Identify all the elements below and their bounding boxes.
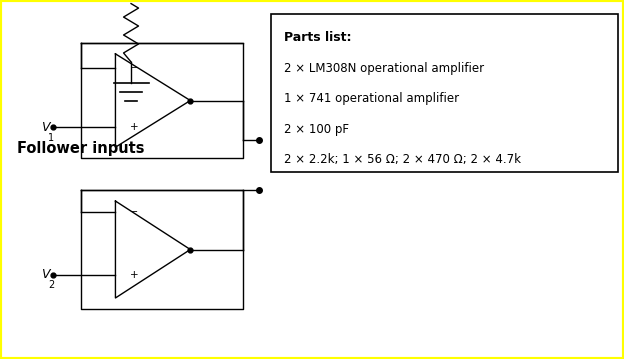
Text: 2 × 2.2k; 1 × 56 Ω; 2 × 470 Ω; 2 × 4.7k: 2 × 2.2k; 1 × 56 Ω; 2 × 470 Ω; 2 × 4.7k	[284, 153, 521, 166]
Text: −: −	[130, 207, 139, 217]
Text: V: V	[41, 121, 50, 134]
Text: Follower inputs: Follower inputs	[17, 141, 145, 157]
Text: −: −	[130, 63, 139, 73]
Text: Parts list:: Parts list:	[284, 31, 351, 44]
Text: V: V	[41, 268, 50, 281]
Text: +: +	[130, 122, 139, 132]
Text: 2: 2	[48, 280, 54, 290]
Text: 1: 1	[48, 133, 54, 143]
Bar	[271, 14, 618, 172]
Text: +: +	[130, 270, 139, 280]
Text: 1 × 741 operational amplifier: 1 × 741 operational amplifier	[284, 92, 459, 105]
Text: 2 × 100 pF: 2 × 100 pF	[284, 123, 349, 136]
Text: 2 × LM308N operational amplifier: 2 × LM308N operational amplifier	[284, 62, 484, 75]
